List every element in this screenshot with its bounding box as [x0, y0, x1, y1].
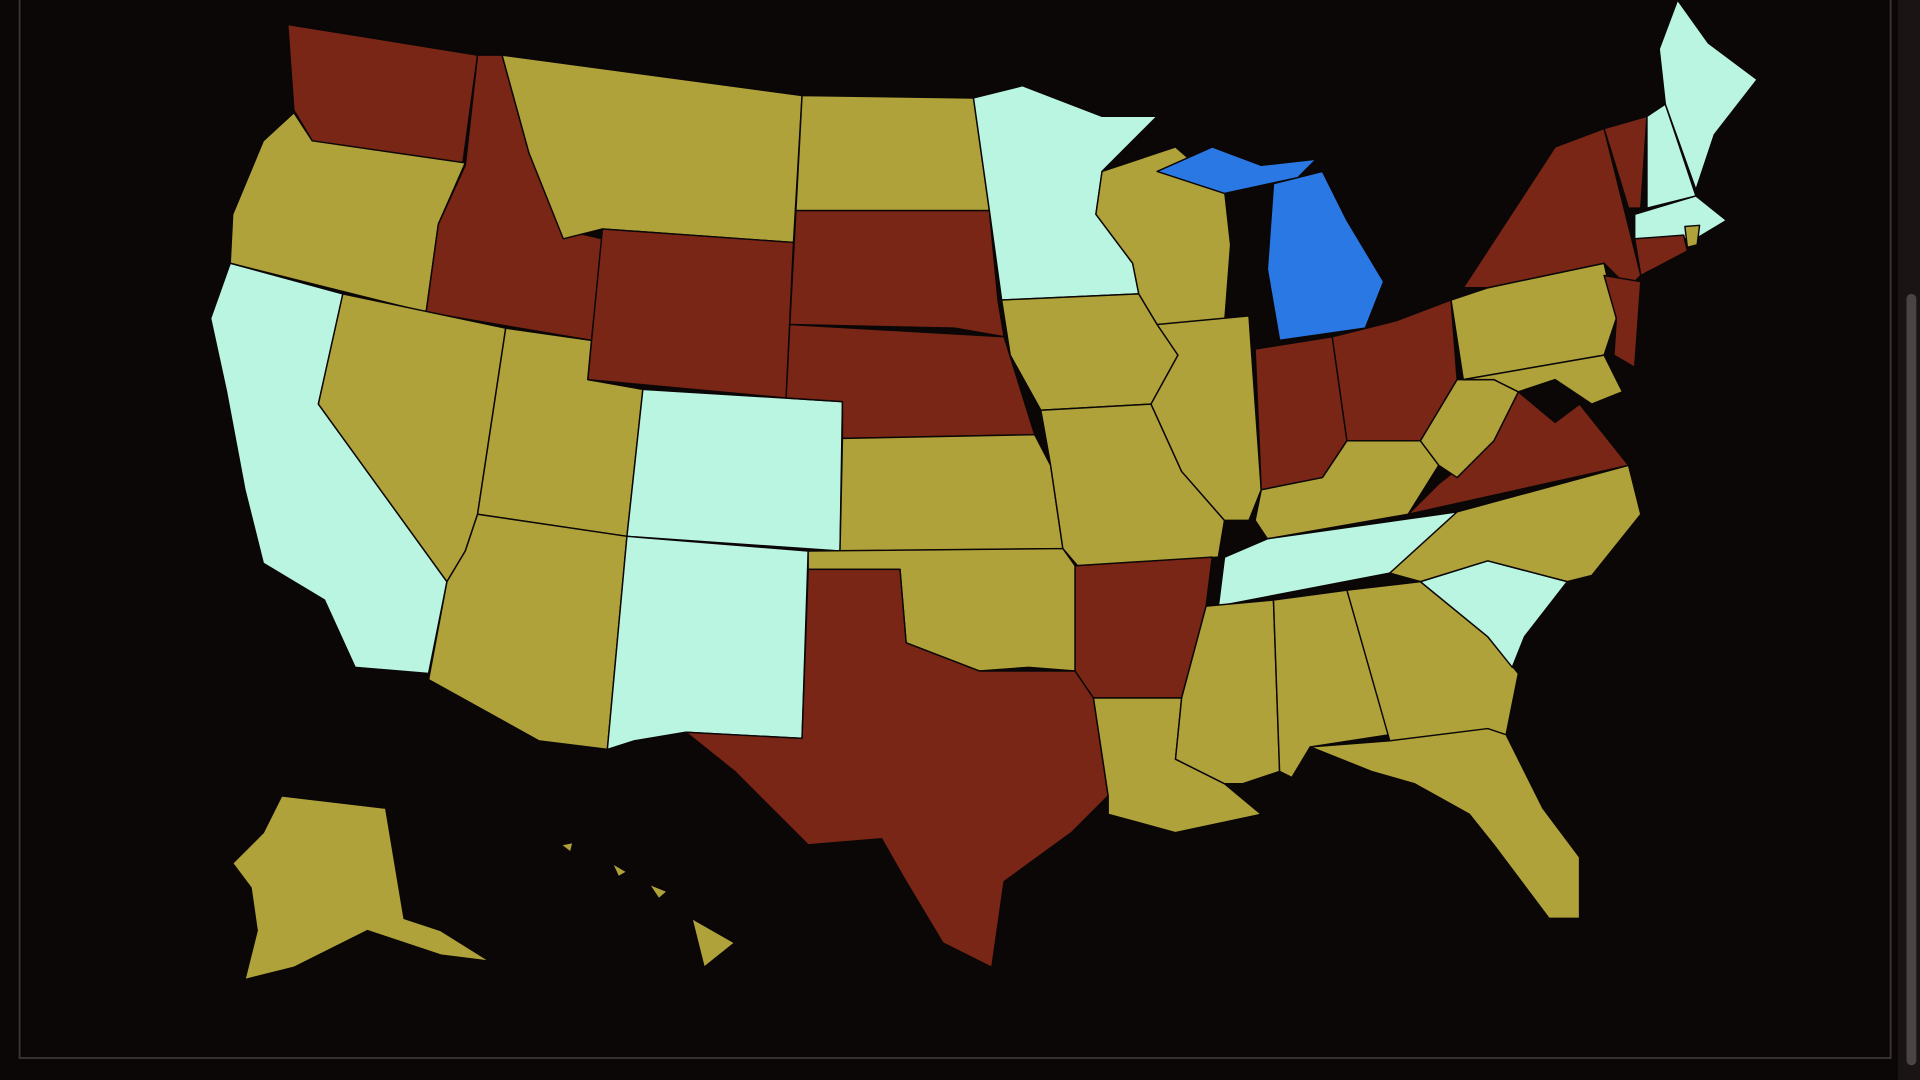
state[interactable]	[1156, 146, 1385, 342]
state[interactable]	[626, 388, 844, 552]
state[interactable]	[1389, 464, 1642, 583]
state[interactable]	[1603, 274, 1642, 369]
states	[209, 0, 1758, 981]
state[interactable]	[684, 568, 1109, 969]
state[interactable]	[1633, 195, 1728, 240]
state[interactable]	[1309, 727, 1581, 920]
state[interactable]	[839, 433, 1064, 552]
state[interactable]	[587, 228, 795, 399]
state[interactable]	[560, 841, 736, 969]
state[interactable]	[1407, 391, 1630, 516]
state[interactable]	[1658, 0, 1758, 191]
state[interactable]	[1150, 315, 1262, 522]
state[interactable]	[1462, 354, 1624, 405]
state[interactable]	[606, 535, 809, 751]
state[interactable]	[231, 795, 491, 981]
state[interactable]	[1633, 234, 1689, 277]
state[interactable]	[1603, 115, 1648, 209]
state[interactable]	[789, 209, 1005, 338]
state[interactable]	[1684, 224, 1701, 249]
scrollbar-thumb[interactable]	[1906, 293, 1917, 1066]
state[interactable]	[795, 94, 991, 212]
